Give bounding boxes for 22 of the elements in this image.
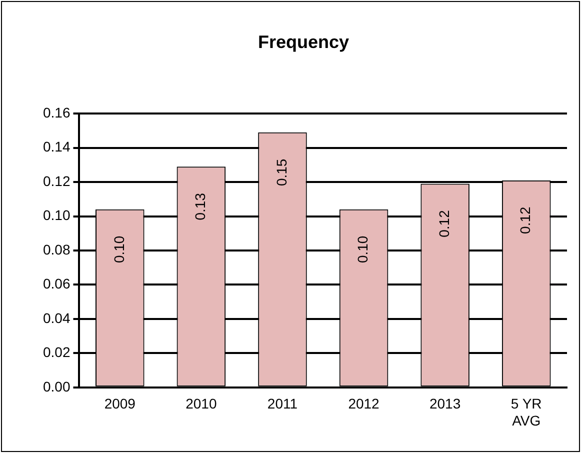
y-tick-label: 0.06 (43, 276, 70, 292)
y-tick-label: 0.02 (43, 344, 70, 360)
y-tick-label: 0.00 (43, 378, 70, 394)
y-tick-label: 0.10 (43, 207, 70, 224)
chart-title: Frequency (258, 32, 350, 52)
x-tick-label: 2010 (186, 396, 217, 412)
y-tick-label: 0.14 (43, 138, 70, 155)
data-label: 0.10 (110, 236, 127, 264)
y-tick-label: 0.04 (43, 310, 70, 326)
y-tick-label: 0.08 (43, 241, 70, 258)
data-label: 0.12 (436, 210, 452, 238)
data-label: 0.12 (517, 206, 534, 234)
x-tick-label: 5 YR AVG (510, 396, 542, 428)
y-tick-label: 0.16 (43, 104, 70, 120)
x-tick-label: 2011 (267, 396, 298, 412)
data-label: 0.10 (354, 236, 371, 264)
x-tick-label: 2012 (348, 396, 380, 412)
data-label: 0.13 (192, 192, 208, 220)
x-tick-label: 2009 (104, 396, 136, 412)
y-tick-label: 0.12 (43, 172, 70, 189)
x-tick-label: 2013 (429, 396, 461, 412)
data-label: 0.15 (273, 158, 290, 186)
